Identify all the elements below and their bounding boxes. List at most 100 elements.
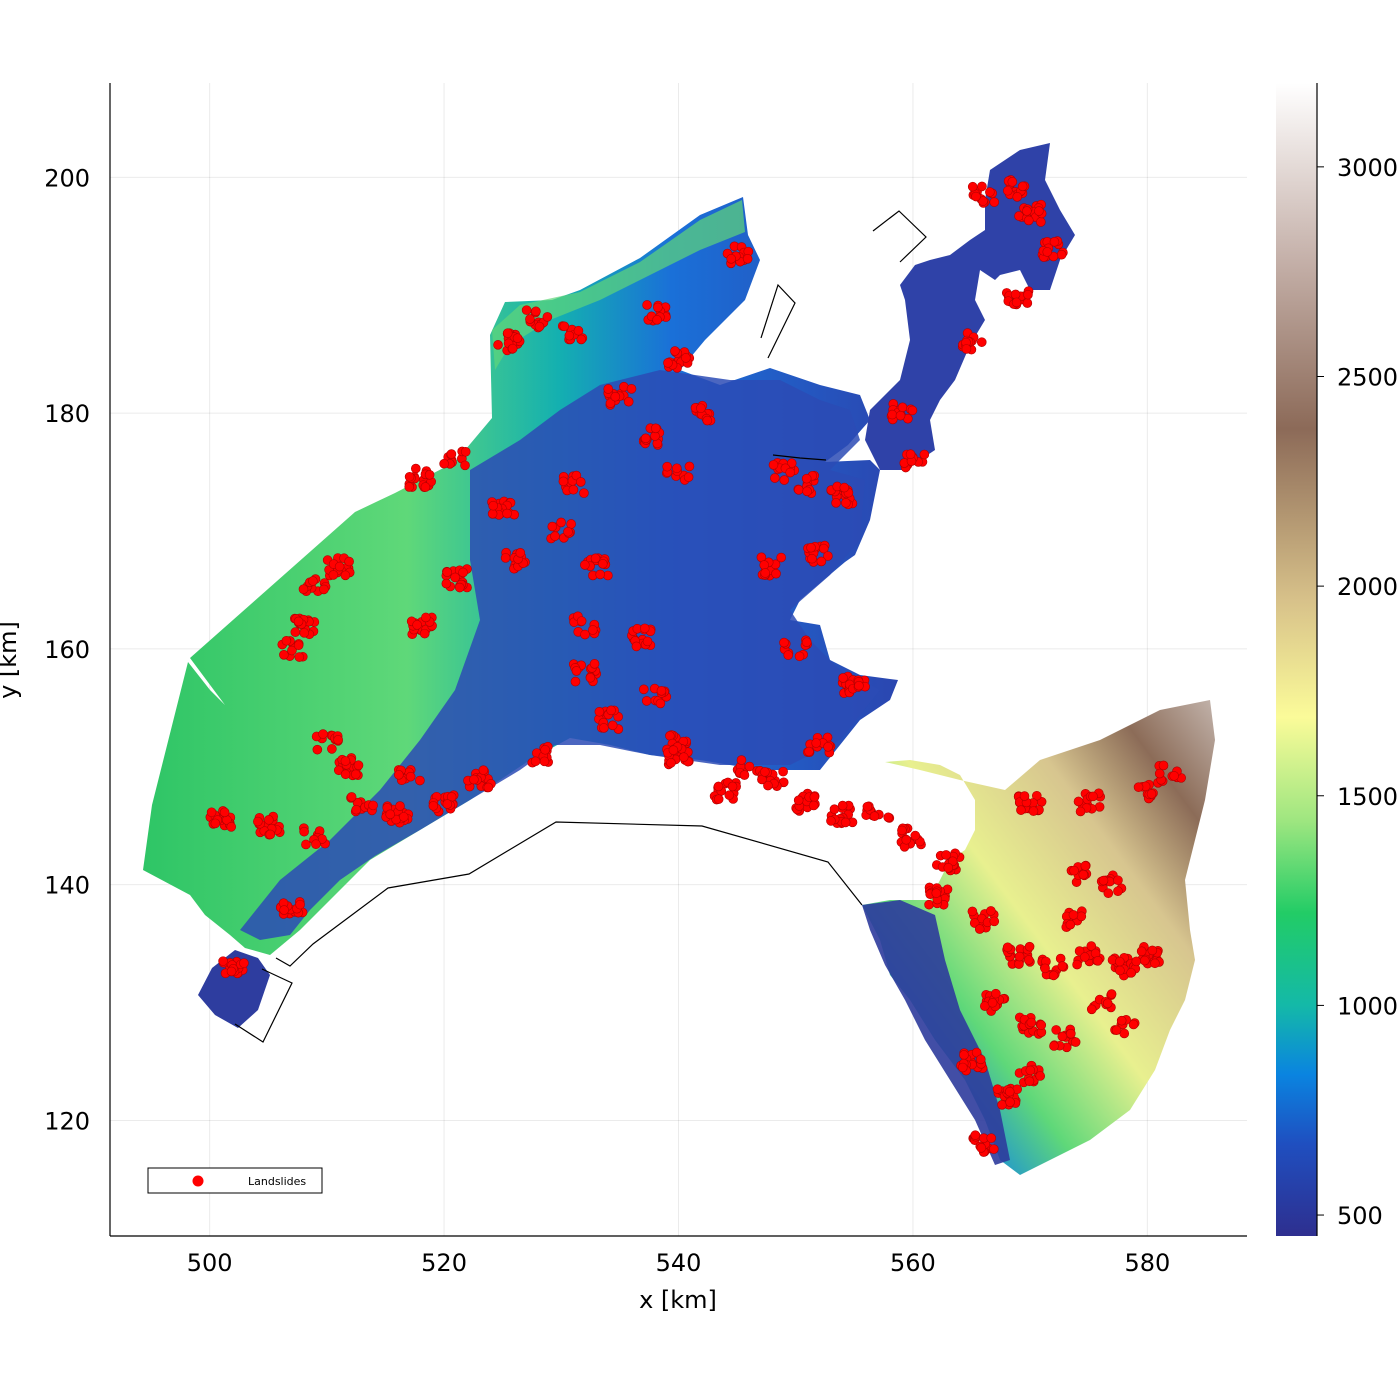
- landslide-point: [1116, 1015, 1127, 1026]
- landslide-point: [838, 673, 848, 683]
- landslide-point: [839, 482, 850, 493]
- landslide-point: [556, 517, 566, 528]
- landslide-point: [897, 402, 908, 413]
- landslide-point: [759, 560, 770, 570]
- landslide-point: [500, 553, 511, 563]
- landslide-point: [603, 384, 614, 394]
- colorbar: 500 1000 1500 2000 2500 3000: [1276, 83, 1398, 1236]
- landslide-point: [558, 476, 569, 487]
- landslide-point: [1004, 1086, 1015, 1097]
- landslide-point: [576, 334, 587, 345]
- landslide-point: [987, 997, 998, 1008]
- landslide-point: [279, 650, 289, 660]
- landslide-point: [989, 916, 1000, 927]
- landslide-point: [785, 467, 796, 478]
- landslide-point: [696, 403, 706, 414]
- landslide-point: [1146, 789, 1157, 799]
- landslide-point: [941, 850, 951, 860]
- small-enclave-boundary: [772, 454, 827, 461]
- landslide-point: [279, 905, 289, 915]
- landslide-point: [404, 471, 415, 482]
- landslide-point: [640, 433, 651, 444]
- landslide-point: [253, 816, 263, 827]
- landslide-point: [744, 761, 755, 772]
- y-tick-label: 120: [44, 1107, 90, 1135]
- landslide-point: [683, 472, 694, 482]
- landslide-point: [779, 637, 789, 648]
- landslide-point: [351, 804, 362, 815]
- landslide-point: [1040, 963, 1050, 974]
- colorbar-tick-label: 500: [1337, 1202, 1383, 1230]
- landslide-point: [483, 782, 494, 793]
- landslide-point: [837, 800, 848, 811]
- landslide-point: [450, 572, 460, 583]
- y-tick-labels: 120 140 160 180 200: [44, 164, 90, 1135]
- landslide-point: [992, 1084, 1003, 1094]
- landslide-point: [1005, 1097, 1015, 1107]
- landslide-point: [763, 780, 773, 791]
- landslide-point: [290, 627, 301, 637]
- landslide-point: [975, 1054, 986, 1065]
- landslide-point: [340, 756, 351, 766]
- landslide-point: [854, 680, 864, 691]
- landslide-point: [783, 650, 794, 660]
- landslide-point: [1086, 941, 1097, 951]
- x-tick-label: 560: [890, 1249, 936, 1277]
- landslide-point: [299, 826, 309, 837]
- terrain-north-arm: [865, 143, 1075, 470]
- landslide-point: [424, 470, 435, 480]
- landslide-point: [779, 475, 790, 485]
- landslide-point: [521, 305, 532, 315]
- landslide-point: [311, 839, 321, 850]
- landslide-point: [218, 956, 228, 966]
- landslide-point: [1023, 955, 1034, 965]
- landslide-point: [684, 461, 695, 472]
- landslide-point: [976, 1143, 987, 1153]
- landslide-point: [977, 181, 987, 192]
- landslide-point: [1115, 965, 1125, 976]
- landslide-point: [826, 816, 836, 826]
- landslide-point: [579, 488, 589, 498]
- landslide-point: [405, 771, 416, 782]
- x-tick-label: 540: [656, 1249, 702, 1277]
- landslide-point: [974, 924, 985, 934]
- landslide-point: [540, 744, 550, 755]
- landslide-point: [1093, 956, 1103, 966]
- landslide-point: [344, 556, 354, 567]
- colorbar-gradient: [1276, 83, 1317, 1236]
- geneva-enclave-boundary: [234, 968, 293, 1043]
- colorbar-tick-label: 1000: [1337, 992, 1398, 1020]
- landslide-point: [571, 666, 582, 676]
- landslide-point: [924, 899, 934, 910]
- landslide-point: [1049, 237, 1060, 247]
- landslide-point: [534, 321, 545, 332]
- landslide-point: [1028, 806, 1039, 816]
- lake-boundary: [275, 821, 863, 967]
- landslide-point: [823, 551, 833, 561]
- landslide-point: [678, 752, 689, 762]
- landslide-point: [770, 473, 780, 483]
- landslide-point: [1139, 955, 1150, 966]
- landslide-point: [1076, 911, 1087, 922]
- landslide-point: [809, 792, 820, 802]
- landslide-point: [662, 461, 672, 472]
- landslide-point: [507, 343, 518, 354]
- landslide-point: [564, 330, 575, 341]
- legend: Landslides: [147, 1167, 323, 1194]
- landslide-point: [829, 804, 840, 814]
- legend-marker-landslides: [192, 1175, 204, 1187]
- landslide-point: [539, 756, 550, 767]
- landslide-point: [318, 729, 328, 739]
- landslide-point: [570, 676, 581, 687]
- landslide-point: [991, 988, 1001, 999]
- landslide-point: [639, 623, 650, 634]
- landslide-point: [589, 659, 600, 669]
- landslide-point: [811, 738, 822, 748]
- landslide-point: [808, 800, 819, 811]
- landslide-point: [512, 333, 523, 343]
- landslide-point: [831, 498, 841, 508]
- colorbar-tick-label: 3000: [1337, 154, 1398, 182]
- landslide-point: [638, 684, 649, 695]
- landslide-point: [488, 500, 498, 511]
- landslide-point: [967, 181, 978, 192]
